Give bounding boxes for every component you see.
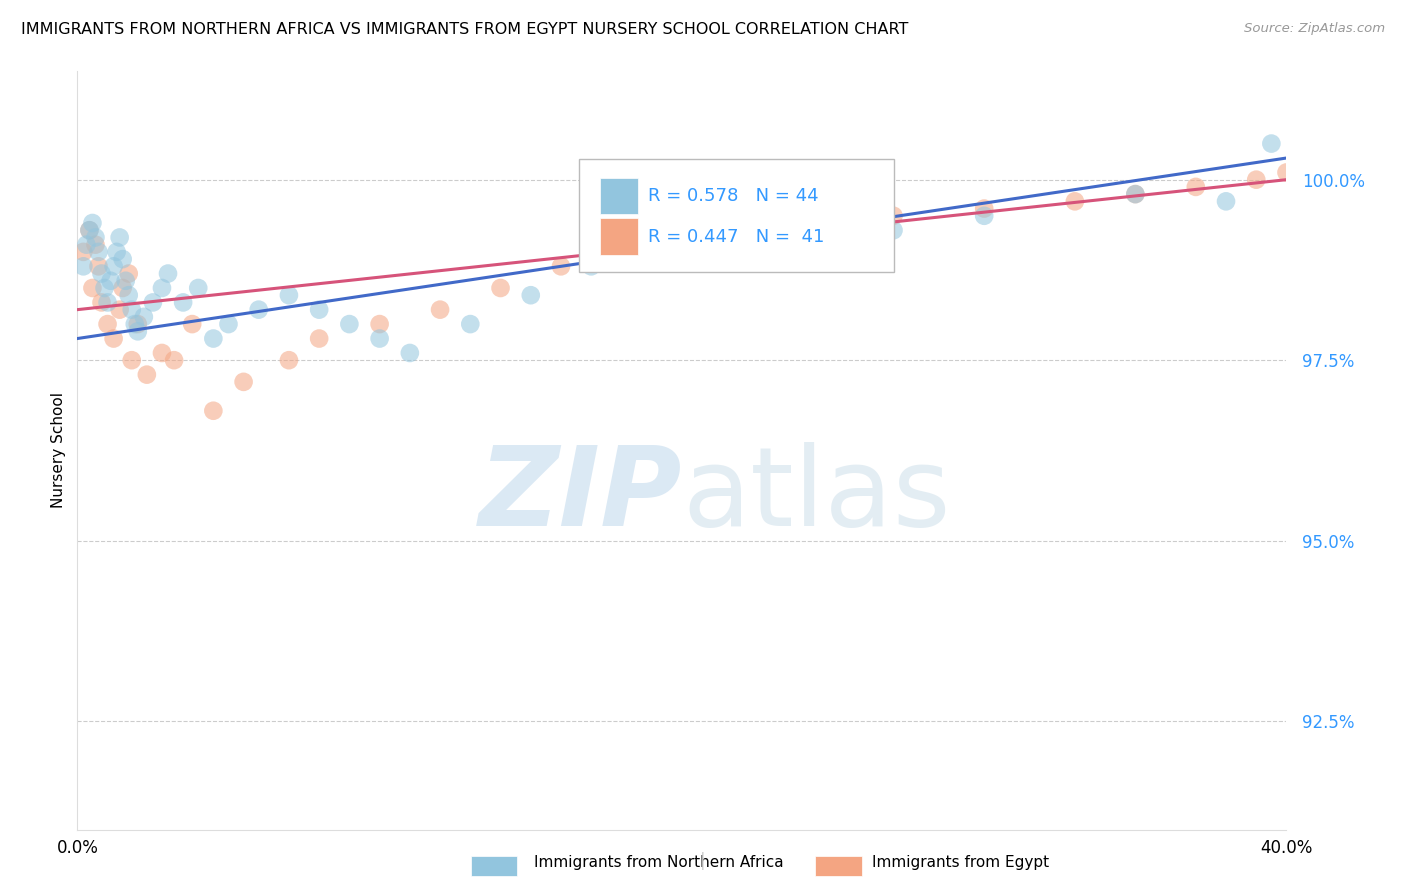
Point: [883, 209, 905, 223]
Point: [181, 317, 204, 331]
Point: [550, 260, 572, 274]
Point: [247, 302, 270, 317]
Text: Immigrants from Northern Africa: Immigrants from Northern Africa: [534, 855, 785, 870]
Point: [610, 244, 633, 259]
Point: [1260, 136, 1282, 151]
Point: [883, 223, 905, 237]
Point: [111, 252, 134, 266]
Point: [368, 332, 391, 346]
Point: [111, 281, 134, 295]
Point: [103, 260, 125, 274]
Bar: [600, 219, 638, 255]
Point: [278, 353, 301, 368]
Point: [1275, 165, 1298, 179]
Point: [96, 317, 118, 331]
Text: atlas: atlas: [682, 442, 950, 549]
Text: IMMIGRANTS FROM NORTHERN AFRICA VS IMMIGRANTS FROM EGYPT NURSERY SCHOOL CORRELAT: IMMIGRANTS FROM NORTHERN AFRICA VS IMMIG…: [21, 22, 908, 37]
Point: [762, 216, 785, 230]
Point: [96, 295, 118, 310]
Point: [641, 244, 664, 259]
Point: [973, 202, 995, 216]
Point: [232, 375, 254, 389]
Point: [702, 230, 724, 244]
Point: [489, 281, 512, 295]
Point: [202, 332, 225, 346]
Point: [150, 281, 173, 295]
Point: [72, 260, 94, 274]
Y-axis label: Nursery School: Nursery School: [51, 392, 66, 508]
Point: [79, 223, 101, 237]
Point: [118, 267, 141, 281]
Point: [1246, 172, 1268, 186]
Point: [90, 295, 112, 310]
Point: [79, 223, 101, 237]
Point: [121, 353, 143, 368]
Text: |: |: [700, 852, 706, 870]
Point: [1320, 180, 1343, 194]
Point: [172, 295, 194, 310]
Point: [1351, 172, 1374, 186]
Point: [124, 317, 146, 331]
Point: [202, 403, 225, 417]
Point: [108, 302, 131, 317]
Point: [1306, 172, 1329, 186]
Point: [731, 216, 754, 230]
Point: [103, 332, 125, 346]
Point: [218, 317, 240, 331]
Point: [308, 302, 330, 317]
Point: [82, 216, 104, 230]
Point: [278, 288, 301, 302]
Bar: [600, 178, 638, 214]
Point: [520, 288, 543, 302]
Point: [84, 237, 107, 252]
Point: [339, 317, 360, 331]
Point: [105, 244, 128, 259]
Text: Source: ZipAtlas.com: Source: ZipAtlas.com: [1244, 22, 1385, 36]
Point: [127, 324, 149, 338]
Point: [1125, 187, 1147, 202]
Point: [1215, 194, 1237, 209]
Point: [973, 209, 995, 223]
Point: [458, 317, 481, 331]
Point: [142, 295, 165, 310]
Point: [308, 332, 330, 346]
Point: [1367, 158, 1389, 172]
Text: R = 0.578   N = 44: R = 0.578 N = 44: [648, 186, 818, 204]
Point: [132, 310, 155, 324]
Point: [82, 281, 104, 295]
Point: [1336, 165, 1358, 179]
Point: [114, 274, 136, 288]
Point: [671, 230, 693, 244]
Point: [135, 368, 157, 382]
Point: [399, 346, 422, 360]
Point: [93, 281, 115, 295]
Point: [187, 281, 209, 295]
Text: R = 0.447   N =  41: R = 0.447 N = 41: [648, 227, 824, 245]
Point: [87, 260, 110, 274]
Point: [100, 274, 122, 288]
Point: [1125, 187, 1147, 202]
Point: [72, 244, 94, 259]
Point: [581, 260, 603, 274]
Point: [150, 346, 173, 360]
Point: [118, 288, 141, 302]
Point: [163, 353, 186, 368]
Point: [75, 237, 97, 252]
Point: [821, 223, 844, 237]
FancyBboxPatch shape: [579, 159, 894, 272]
Point: [1064, 194, 1087, 209]
Point: [368, 317, 391, 331]
Point: [127, 317, 149, 331]
Point: [429, 302, 451, 317]
Text: ZIP: ZIP: [478, 442, 682, 549]
Point: [157, 267, 180, 281]
Point: [121, 302, 143, 317]
Point: [108, 230, 131, 244]
Point: [84, 230, 107, 244]
Text: Immigrants from Egypt: Immigrants from Egypt: [872, 855, 1049, 870]
Point: [1185, 180, 1208, 194]
Point: [90, 267, 112, 281]
Point: [87, 244, 110, 259]
